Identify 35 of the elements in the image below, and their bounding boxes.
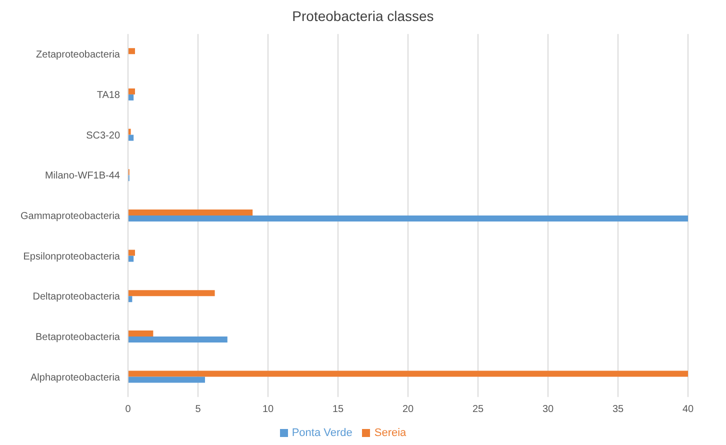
y-tick-label: Gammaproteobacteria <box>20 211 120 222</box>
x-tick-label: 40 <box>682 404 694 416</box>
bar <box>128 215 688 222</box>
y-tick-label: Milano-WF1B-44 <box>44 170 120 182</box>
y-tick-label: Deltaproteobacteria <box>32 292 120 303</box>
bar <box>128 330 154 336</box>
x-tick-label: 0 <box>125 404 132 416</box>
x-tick-label: 15 <box>332 404 344 416</box>
x-tick-label: 20 <box>402 404 414 416</box>
bar <box>128 256 134 262</box>
x-tick-label: 35 <box>612 404 624 416</box>
y-tick-label: SC3-20 <box>86 130 120 142</box>
bar <box>128 88 135 94</box>
y-tick-label: Alphaproteobacteria <box>30 372 120 384</box>
y-tick-label: TA18 <box>96 90 120 102</box>
x-tick-label: 10 <box>262 404 274 416</box>
bar <box>128 48 135 54</box>
bar <box>128 336 228 342</box>
legend-label: Sereia <box>374 427 406 439</box>
y-tick-label: Zetaproteobacteria <box>36 50 120 61</box>
x-tick-label: 30 <box>542 404 554 416</box>
bar <box>128 290 215 296</box>
bar <box>128 134 134 141</box>
bar <box>128 209 253 216</box>
legend-label: Ponta Verde <box>292 427 352 439</box>
bar <box>128 128 131 135</box>
bar <box>128 250 135 256</box>
bar <box>128 94 134 100</box>
chart-title: Proteobacteria classes <box>291 8 435 24</box>
y-tick-label: Epsilonproteobacteria <box>23 251 120 262</box>
bar <box>128 376 205 383</box>
x-tick-label: 25 <box>472 404 484 416</box>
y-tick-label: Betaproteobacteria <box>35 332 120 344</box>
bar <box>128 370 688 377</box>
x-tick-label: 5 <box>195 404 202 416</box>
